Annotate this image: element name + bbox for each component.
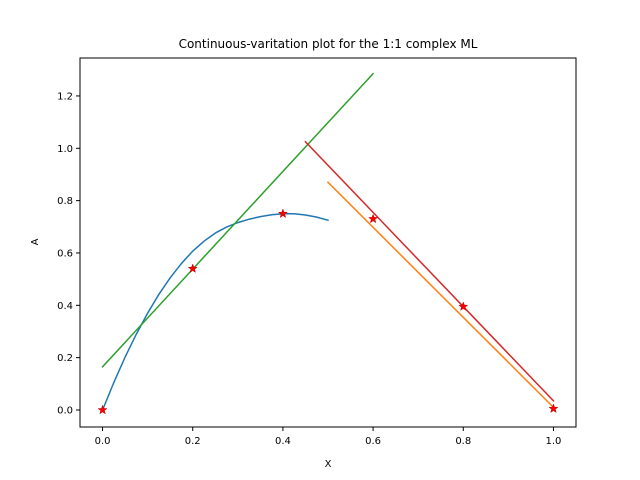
y-axis: 0.0 0.2 0.4 0.6 0.8 1.0 1.2 (57, 91, 80, 416)
data-point-marker (368, 213, 379, 224)
x-tick-label: 0.8 (455, 436, 471, 447)
y-axis-label: A (30, 238, 41, 245)
x-axis: 0.0 0.2 0.4 0.6 0.8 1.0 (95, 427, 562, 447)
x-axis-label: X (325, 459, 332, 470)
y-tick-label: 1.2 (57, 91, 73, 102)
data-point-marker (187, 263, 198, 273)
y-tick-label: 0.4 (57, 301, 73, 312)
chart-title: Continuous-varitation plot for the 1:1 c… (179, 37, 478, 51)
y-tick-label: 0.6 (57, 248, 73, 259)
y-tick-label: 0.2 (57, 353, 73, 364)
x-tick-label: 0.2 (185, 436, 201, 447)
data-point-marker (97, 404, 108, 415)
x-tick-label: 1.0 (546, 436, 562, 447)
plot-frame (79, 57, 577, 428)
y-tick-label: 0.8 (57, 196, 73, 207)
fit-line-2 (101, 72, 375, 368)
plot-content (97, 72, 559, 415)
y-tick-label: 1.0 (57, 144, 73, 155)
data-point-marker (277, 208, 288, 219)
data-point-marker (548, 403, 559, 413)
x-tick-label: 0.6 (365, 436, 381, 447)
fit-line-3 (304, 140, 555, 402)
data-point-marker (458, 301, 469, 311)
x-tick-label: 0.0 (95, 436, 111, 447)
x-tick-label: 0.4 (275, 436, 291, 447)
y-tick-label: 0.0 (57, 405, 73, 416)
fit-line-1 (326, 181, 555, 409)
